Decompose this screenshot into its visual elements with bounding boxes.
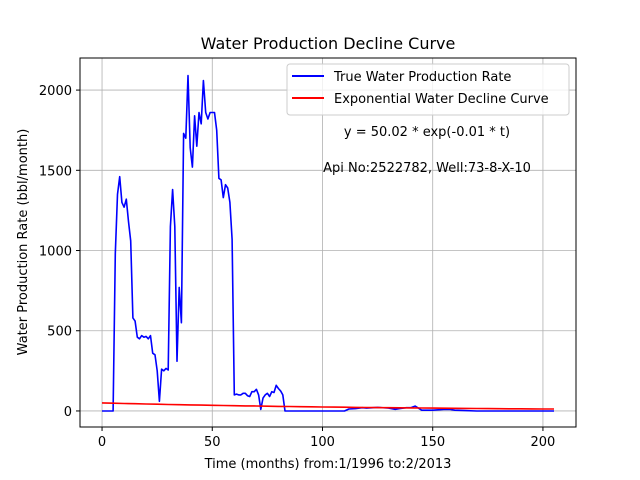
plot-frame bbox=[79, 57, 577, 428]
x-tick-label: 0 bbox=[98, 435, 106, 450]
x-tick-label: 50 bbox=[204, 435, 221, 450]
legend-label-true-rate: True Water Production Rate bbox=[333, 70, 511, 85]
y-tick-label: 0 bbox=[64, 405, 72, 420]
y-tick-label: 500 bbox=[47, 325, 72, 340]
y-tick-label: 1500 bbox=[39, 164, 72, 179]
x-tick-label: 200 bbox=[531, 435, 556, 450]
equation-annotation: y = 50.02 * exp(-0.01 * t) bbox=[344, 125, 510, 140]
series-line-exp-curve bbox=[101, 402, 554, 410]
x-axis-label: Time (months) from:1/1996 to:2/2013 bbox=[204, 457, 452, 472]
x-tick-label: 100 bbox=[310, 435, 335, 450]
y-axis: 0 500 1000 1500 2000 bbox=[39, 84, 80, 420]
y-tick-label: 1000 bbox=[39, 245, 72, 260]
legend: True Water Production Rate Exponential W… bbox=[286, 63, 570, 116]
legend-box bbox=[286, 63, 570, 116]
well-annotation: Api No:2522782, Well:73-8-X-10 bbox=[323, 161, 531, 176]
chart-title: Water Production Decline Curve bbox=[201, 34, 456, 53]
x-tick-label: 150 bbox=[420, 435, 445, 450]
legend-label-exp-curve: Exponential Water Decline Curve bbox=[334, 92, 549, 107]
plot-area bbox=[101, 74, 554, 412]
y-tick-label: 2000 bbox=[39, 84, 72, 99]
x-axis: 0 50 100 150 200 bbox=[98, 427, 555, 450]
y-axis-label: Water Production Rate (bbl/month) bbox=[16, 129, 31, 356]
